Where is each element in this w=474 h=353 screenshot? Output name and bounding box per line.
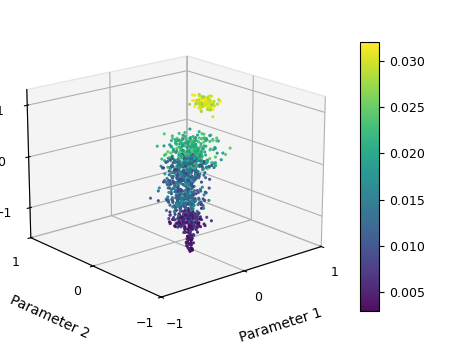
X-axis label: Parameter 1: Parameter 1 xyxy=(238,306,324,345)
Y-axis label: Parameter 2: Parameter 2 xyxy=(8,293,92,342)
